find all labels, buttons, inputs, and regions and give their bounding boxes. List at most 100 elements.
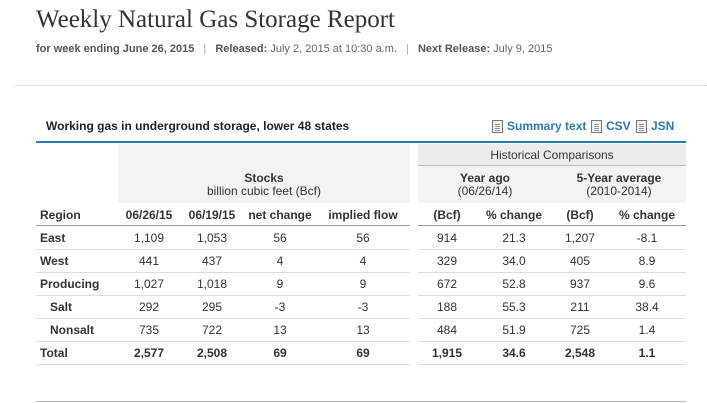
document-icon	[591, 119, 602, 133]
year-ago-pct-value: 34.6	[502, 346, 526, 360]
week-ending: for week ending June 26, 2015	[36, 43, 195, 55]
year-ago-bcf-value: 188	[436, 300, 458, 314]
historical-title-shade	[418, 144, 686, 165]
current-week-value: 1,027	[133, 277, 165, 291]
five-year-bcf-value: 2,548	[564, 346, 596, 360]
implied-flow-value: 9	[359, 277, 367, 291]
region-label: West	[40, 254, 69, 268]
five-year-bcf-value: 725	[569, 323, 591, 337]
column-header-implied-flow: implied flow	[328, 208, 398, 222]
row-divider	[36, 364, 410, 365]
historical-comparisons-heading: Historical Comparisons	[490, 148, 614, 162]
five-year-pct-value: 8.9	[638, 254, 656, 268]
implied-flow-value: 13	[356, 323, 370, 337]
five-year-bcf-value: 937	[569, 277, 591, 291]
year-ago-pct-value: 51.9	[502, 323, 526, 337]
year-ago-bcf-value: 672	[436, 277, 458, 291]
current-week-value: 292	[138, 300, 160, 314]
summary-text-label: Summary text	[507, 119, 587, 133]
implied-flow-value: 56	[356, 231, 370, 245]
region-label: Producing	[40, 277, 100, 291]
released-label: Released:	[215, 43, 268, 55]
table-heading: Working gas in underground storage, lowe…	[46, 119, 350, 133]
csv-label: CSV	[606, 119, 631, 133]
region-label: Nonsalt	[50, 323, 95, 337]
net-change-value: 69	[273, 346, 287, 360]
row-divider	[418, 272, 686, 273]
prior-week-value: 1,053	[196, 231, 228, 245]
json-link[interactable]: JSN	[636, 119, 674, 133]
prior-week-value: 437	[201, 254, 223, 268]
prior-week-value: 1,018	[196, 277, 228, 291]
prior-week-value: 2,508	[196, 346, 228, 360]
column-header-year-ago-bcf: (Bcf)	[433, 208, 461, 222]
released-value: July 2, 2015 at 10:30 a.m.	[270, 43, 397, 55]
divider	[14, 85, 707, 86]
year-ago-bcf-value: 329	[436, 254, 458, 268]
column-header-current-week: 06/26/15	[125, 208, 173, 222]
column-header-region: Region	[40, 208, 81, 222]
region-label: Salt	[50, 300, 73, 314]
net-change-value: -3	[274, 300, 286, 314]
bottom-rule	[36, 401, 686, 402]
next-release-label: Next Release:	[417, 43, 491, 55]
five-year-range: (2010-2014)	[586, 184, 652, 198]
five-year-bcf-value: 211	[570, 300, 590, 314]
current-week-value: 2,577	[133, 346, 165, 360]
page-title: Weekly Natural Gas Storage Report	[36, 6, 395, 33]
year-ago-pct-value: 34.0	[502, 254, 526, 268]
row-divider	[36, 318, 410, 319]
row-divider	[36, 341, 410, 342]
row-divider	[418, 249, 686, 250]
net-change-value: 56	[273, 231, 287, 245]
year-ago-pct-value: 52.8	[502, 277, 526, 291]
net-change-value: 4	[276, 254, 284, 268]
csv-link[interactable]: CSV	[591, 119, 631, 133]
historical-title-rule	[418, 165, 686, 166]
five-year-pct-value: 38.4	[635, 300, 659, 314]
next-release-value: July 9, 2015	[493, 43, 553, 55]
five-year-pct-value: 1.4	[638, 323, 656, 337]
stocks-header-shade	[118, 144, 410, 203]
net-change-value: 13	[273, 323, 287, 337]
row-divider	[418, 318, 686, 319]
five-year-pct-value: 1.1	[638, 346, 656, 360]
prior-week-value: 295	[201, 300, 223, 314]
summary-text-link[interactable]: Summary text	[492, 119, 586, 133]
column-header-five-year-pct: % change	[618, 208, 675, 222]
column-header-five-year-bcf: (Bcf)	[566, 208, 594, 222]
header-rule-right	[418, 225, 686, 226]
row-divider	[36, 295, 410, 296]
year-ago-bcf-value: 484	[436, 323, 458, 337]
region-label: Total	[40, 346, 68, 360]
separator: |	[406, 43, 409, 55]
five-year-bcf-value: 405	[569, 254, 591, 268]
current-week-value: 735	[138, 323, 160, 337]
year-ago-pct-value: 21.3	[502, 231, 526, 245]
stocks-heading: Stocks	[244, 171, 284, 185]
implied-flow-value: 69	[356, 346, 370, 360]
implied-flow-value: 4	[359, 254, 367, 268]
report-meta: for week ending June 26, 2015 | Released…	[36, 43, 553, 55]
prior-week-value: 722	[201, 323, 223, 337]
row-divider	[36, 272, 410, 273]
five-year-pct-value: 9.6	[638, 277, 656, 291]
document-icon	[636, 119, 647, 133]
json-label: JSN	[651, 119, 675, 133]
table-top-rule	[36, 141, 686, 143]
region-label: East	[40, 231, 66, 245]
stocks-unit: billion cubic feet (Bcf)	[206, 184, 322, 198]
column-gap	[410, 144, 418, 366]
five-year-bcf-value: 1,207	[564, 231, 596, 245]
row-divider	[36, 249, 410, 250]
year-ago-heading: Year ago	[459, 171, 511, 185]
header-rule-left	[36, 225, 410, 226]
row-divider	[418, 341, 686, 342]
row-divider	[418, 295, 686, 296]
year-ago-date: (06/26/14)	[457, 184, 513, 198]
document-icon	[492, 119, 503, 133]
current-week-value: 1,109	[133, 231, 165, 245]
separator: |	[203, 43, 207, 55]
year-ago-bcf-value: 1,915	[431, 346, 463, 360]
column-header-net-change: net change	[248, 208, 312, 222]
